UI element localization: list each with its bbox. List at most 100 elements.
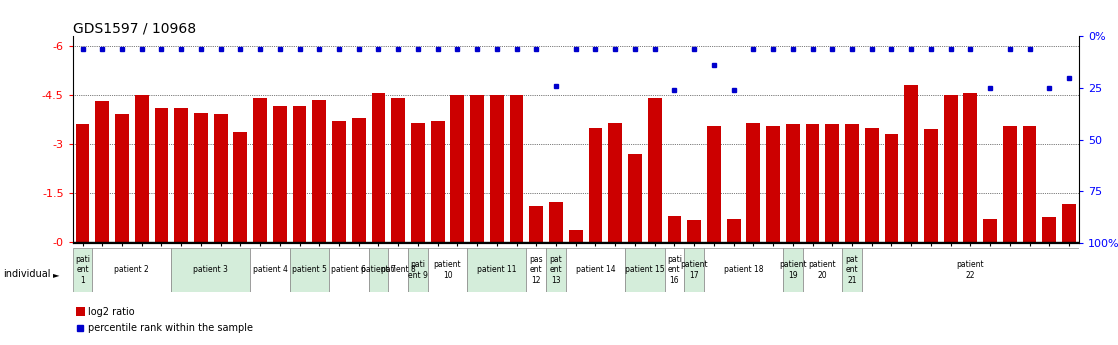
FancyBboxPatch shape	[803, 248, 842, 292]
Text: patient
17: patient 17	[681, 260, 708, 280]
Bar	[569, 230, 582, 241]
Bar	[352, 118, 366, 242]
Bar	[471, 95, 484, 242]
Bar	[195, 113, 208, 241]
Text: patient 8: patient 8	[381, 265, 416, 275]
Bar	[154, 108, 169, 242]
FancyBboxPatch shape	[329, 248, 369, 292]
FancyBboxPatch shape	[388, 248, 408, 292]
Text: patient
19: patient 19	[779, 260, 806, 280]
FancyBboxPatch shape	[527, 248, 547, 292]
FancyBboxPatch shape	[547, 248, 566, 292]
Text: patient 6: patient 6	[331, 265, 367, 275]
Bar	[707, 126, 721, 242]
Bar	[312, 100, 326, 242]
Bar	[332, 121, 345, 242]
Bar	[983, 219, 997, 241]
Bar	[273, 106, 286, 242]
Text: percentile rank within the sample: percentile rank within the sample	[88, 323, 254, 333]
FancyBboxPatch shape	[93, 248, 171, 292]
Bar	[845, 124, 859, 241]
FancyBboxPatch shape	[408, 248, 428, 292]
FancyBboxPatch shape	[862, 248, 1079, 292]
FancyBboxPatch shape	[73, 248, 93, 292]
Bar	[135, 95, 149, 242]
Bar	[944, 95, 957, 242]
Bar	[608, 122, 622, 242]
Bar	[391, 98, 405, 241]
Bar	[766, 126, 780, 242]
Bar	[747, 122, 760, 242]
Bar	[904, 85, 918, 242]
Text: patient 15: patient 15	[625, 265, 664, 275]
Bar	[234, 132, 247, 241]
Bar	[825, 124, 840, 241]
Text: patient 3: patient 3	[193, 265, 228, 275]
Text: patient 2: patient 2	[114, 265, 149, 275]
FancyBboxPatch shape	[171, 248, 250, 292]
Text: pati
ent 9: pati ent 9	[408, 260, 428, 280]
Bar	[451, 95, 464, 242]
Bar	[628, 154, 642, 242]
Text: pati
ent
1: pati ent 1	[75, 255, 91, 285]
Bar	[688, 220, 701, 242]
Bar	[865, 128, 879, 241]
FancyBboxPatch shape	[783, 248, 803, 292]
FancyBboxPatch shape	[842, 248, 862, 292]
FancyBboxPatch shape	[664, 248, 684, 292]
Bar	[588, 128, 603, 241]
FancyBboxPatch shape	[369, 248, 388, 292]
Bar	[923, 129, 938, 242]
Bar	[76, 307, 85, 316]
FancyBboxPatch shape	[684, 248, 704, 292]
Text: patient 4: patient 4	[253, 265, 287, 275]
Bar	[430, 121, 445, 242]
Text: GDS1597 / 10968: GDS1597 / 10968	[73, 21, 196, 35]
FancyBboxPatch shape	[467, 248, 527, 292]
Bar	[1062, 204, 1076, 241]
Bar	[253, 98, 267, 241]
Bar	[1042, 217, 1057, 241]
Bar	[95, 101, 110, 242]
Bar	[727, 219, 740, 241]
Text: patient 18: patient 18	[723, 265, 764, 275]
Bar	[411, 122, 425, 242]
FancyBboxPatch shape	[250, 248, 290, 292]
Text: patient
20: patient 20	[808, 260, 836, 280]
Bar	[884, 134, 899, 242]
Text: pat
ent
21: pat ent 21	[845, 255, 859, 285]
Text: pat
ent
13: pat ent 13	[550, 255, 562, 285]
Bar	[214, 115, 228, 242]
Bar	[667, 216, 681, 242]
FancyBboxPatch shape	[290, 248, 329, 292]
Text: patient 7: patient 7	[361, 265, 396, 275]
Text: patient
10: patient 10	[434, 260, 462, 280]
Bar	[964, 93, 977, 241]
Bar	[293, 106, 306, 242]
Bar	[115, 115, 129, 242]
Text: patient
22: patient 22	[957, 260, 984, 280]
FancyBboxPatch shape	[625, 248, 664, 292]
Bar	[371, 93, 386, 241]
Bar	[786, 124, 799, 241]
FancyBboxPatch shape	[428, 248, 467, 292]
Text: individual: individual	[3, 269, 50, 279]
Text: pati
ent
16: pati ent 16	[667, 255, 682, 285]
Bar	[490, 95, 504, 242]
Text: pas
ent
12: pas ent 12	[530, 255, 543, 285]
Text: patient 11: patient 11	[477, 265, 517, 275]
Bar	[1023, 126, 1036, 242]
Bar	[549, 203, 563, 242]
Bar	[174, 108, 188, 242]
Text: patient 14: patient 14	[576, 265, 615, 275]
Text: ►: ►	[53, 270, 59, 279]
Text: patient 5: patient 5	[292, 265, 326, 275]
Bar	[510, 95, 523, 242]
Bar	[530, 206, 543, 242]
Bar	[76, 124, 89, 241]
FancyBboxPatch shape	[704, 248, 783, 292]
Text: log2 ratio: log2 ratio	[88, 307, 135, 316]
Bar	[806, 124, 819, 241]
Bar	[1003, 126, 1016, 242]
Bar	[647, 98, 662, 241]
